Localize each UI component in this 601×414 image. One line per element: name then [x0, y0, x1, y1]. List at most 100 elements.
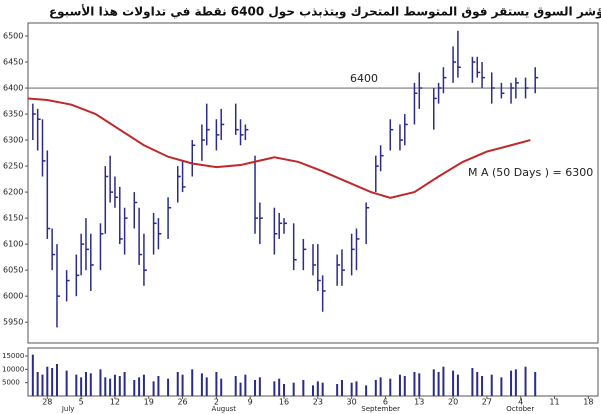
reference-label: 6400 — [350, 72, 378, 85]
volume-bar — [524, 366, 527, 396]
volume-bar — [490, 374, 493, 396]
volume-bar — [133, 380, 136, 396]
volume-bar — [432, 369, 435, 396]
volume-bar — [36, 372, 39, 396]
y-tick-label: 6200 — [3, 188, 23, 197]
y-tick-label: 6400 — [3, 84, 23, 93]
x-tick-label: 27 — [482, 398, 492, 407]
x-tick-label: 4 — [518, 398, 523, 407]
volume-bar — [51, 368, 54, 396]
x-tick-label: 26 — [177, 398, 187, 407]
y-tick-label: 6250 — [3, 162, 23, 171]
y-tick-label: 10000 — [2, 365, 24, 373]
month-label: September — [361, 405, 400, 413]
volume-bar — [123, 372, 126, 396]
volume-bar — [510, 370, 513, 396]
volume-bar — [374, 380, 377, 396]
moving-average — [27, 97, 531, 199]
volume-bar — [476, 372, 479, 396]
x-tick-label: 30 — [347, 398, 357, 407]
y-tick-label: 6100 — [3, 240, 23, 249]
volume-bar — [109, 378, 112, 396]
chart-title: مؤشر السوق يستقر فوق المتوسط المتحرك ويت… — [49, 4, 601, 20]
volume-bar — [278, 378, 281, 396]
x-tick-label: 9 — [248, 398, 253, 407]
y-tick-label: 6050 — [3, 266, 23, 275]
x-tick-label: 5 — [79, 398, 84, 407]
volume-bar — [534, 372, 537, 396]
volume-bar — [292, 382, 295, 396]
volume-bar — [273, 381, 276, 396]
x-tick-label: 18 — [583, 398, 593, 407]
volume-bar — [500, 377, 503, 396]
volume-bar — [176, 372, 179, 396]
volume-bar — [418, 373, 421, 396]
x-tick-label: 13 — [414, 398, 424, 407]
volume-bar — [283, 384, 286, 396]
y-tick-label: 15000 — [2, 352, 24, 360]
volume-bar — [302, 380, 305, 396]
y-tick-label: 6150 — [3, 214, 23, 223]
x-tick-label: 12 — [110, 398, 120, 407]
volume-bar — [316, 381, 319, 396]
y-tick-label: 6000 — [3, 292, 23, 301]
volume-bar — [350, 382, 353, 396]
volume-bar — [118, 376, 121, 396]
x-tick-label: 28 — [42, 398, 52, 407]
y-tick-label: 6500 — [3, 32, 23, 41]
volume-bar — [157, 376, 160, 396]
ma-label: M A (50 Days ) = 6300 — [468, 166, 593, 179]
y-tick-label: 6350 — [3, 110, 23, 119]
volume-bar — [254, 380, 257, 396]
volume-bar — [365, 385, 368, 396]
y-tick-label: 6450 — [3, 58, 23, 67]
volume-bar — [31, 354, 34, 396]
volume-bar — [355, 381, 358, 396]
x-tick-label: 6 — [383, 398, 388, 407]
y-tick-label: 6300 — [3, 136, 23, 145]
volume-bar — [152, 381, 155, 396]
volume-bar — [89, 373, 92, 396]
volume-bar — [138, 377, 141, 396]
volume-bar — [65, 370, 68, 396]
volume-bar — [452, 370, 455, 396]
volume-bar — [75, 374, 78, 396]
volume-bar — [55, 364, 58, 396]
volume-bar — [379, 377, 382, 396]
volume-bar — [200, 373, 203, 396]
volume-bar — [413, 372, 416, 396]
month-label: July — [61, 405, 75, 413]
volume-bar — [181, 374, 184, 396]
volume-bar — [244, 374, 247, 396]
volume-bar — [99, 369, 102, 396]
volume-bar — [481, 376, 484, 396]
x-tick-label: 19 — [144, 398, 154, 407]
x-tick-label: 20 — [448, 398, 458, 407]
volume-bar — [113, 374, 116, 396]
volume-bar — [403, 376, 406, 396]
volume-bar — [80, 377, 83, 396]
volume-bar — [205, 377, 208, 396]
volume-bar — [234, 376, 237, 396]
x-tick-label: 2 — [214, 398, 219, 407]
volume-bar — [471, 368, 474, 396]
x-tick-label: 23 — [313, 398, 323, 407]
volume-bar — [340, 380, 343, 396]
volume-bar — [167, 378, 170, 396]
month-label: August — [212, 405, 237, 413]
volume-bar — [437, 372, 440, 396]
volume-bar — [191, 369, 194, 396]
month-label: October — [506, 405, 534, 413]
volume-bar — [514, 369, 517, 396]
volume-bar — [104, 377, 107, 396]
volume-bar — [321, 382, 324, 396]
x-tick-label: 16 — [279, 398, 289, 407]
y-tick-label: 5950 — [3, 318, 23, 327]
volume-bar — [442, 366, 445, 396]
volume-bar — [220, 378, 223, 396]
price-frame — [27, 22, 599, 344]
x-tick-label: 11 — [549, 398, 559, 407]
volume-bar — [215, 372, 218, 396]
volume-bar — [239, 382, 242, 396]
